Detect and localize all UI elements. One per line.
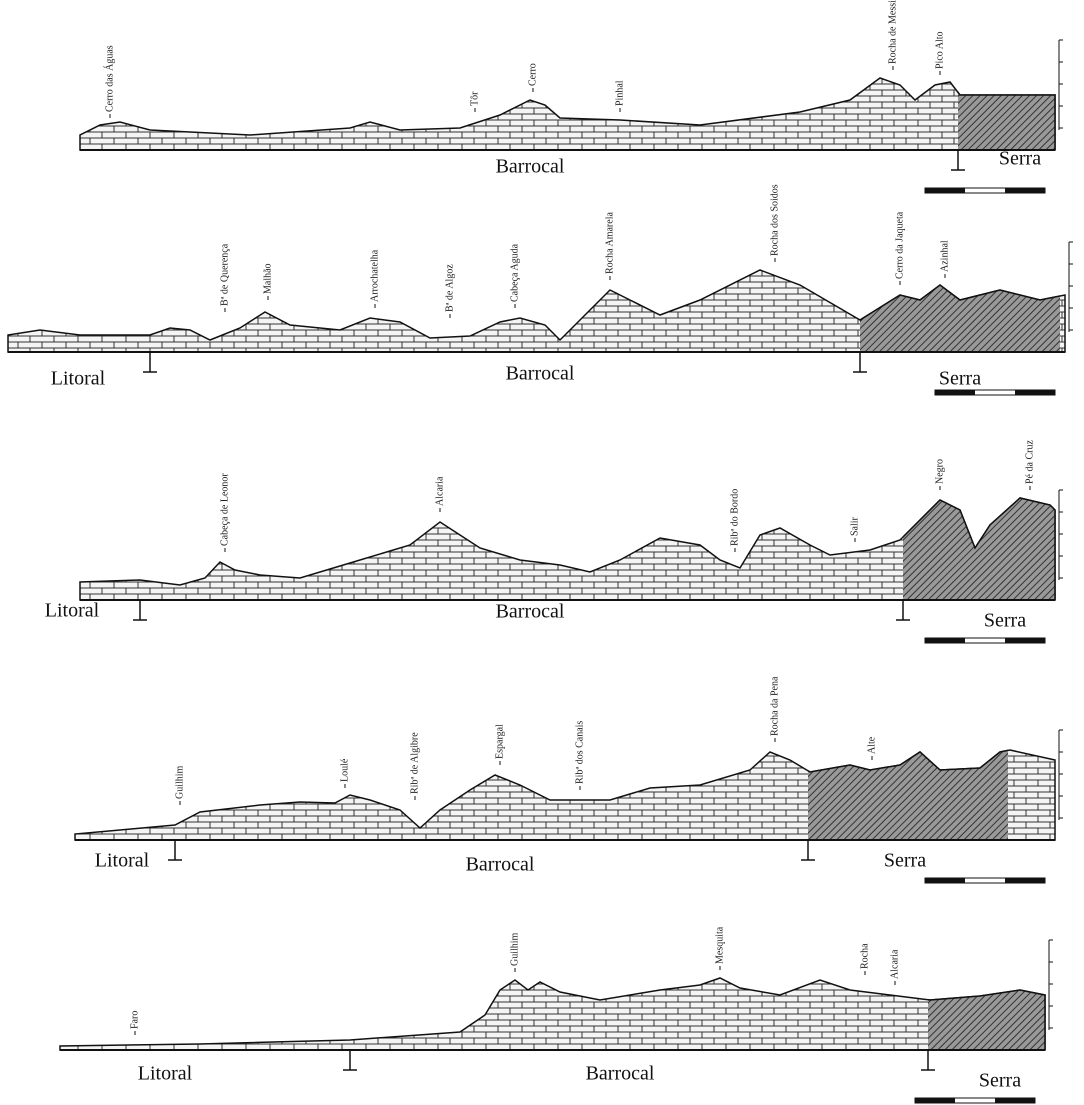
profile: Litoral Barrocal Serra Bª de Querença Malhão…	[8, 184, 1073, 395]
peak-label: Rocha de Messines	[887, 0, 898, 64]
peak-label: Cabeça de Leonor	[219, 473, 230, 546]
peak-label: Rocha da Pena	[769, 676, 780, 736]
scale-bar-fill	[925, 188, 965, 193]
peak-label: Rocha	[859, 943, 870, 969]
scale-bar-fill	[1005, 188, 1045, 193]
region-label: Serra	[884, 850, 926, 872]
peak-label: Negro	[934, 459, 945, 484]
peak-label: Ribª dos Canais	[574, 721, 585, 784]
peak-label: Guilhim	[509, 932, 520, 966]
region-label: Barrocal	[466, 854, 535, 876]
peak-label: Bª de Algoz	[444, 264, 455, 312]
region-label: Barrocal	[506, 363, 575, 385]
scale-bar-fill	[915, 1098, 955, 1103]
peak-label: Espargal	[494, 724, 505, 759]
peak-label: Azinhal	[939, 240, 950, 272]
peak-label: Tôr	[469, 91, 480, 106]
peak-label: Rocha Amarela	[604, 212, 615, 274]
peak-label: Loulé	[339, 758, 350, 782]
scale-bar-fill	[1005, 878, 1045, 883]
region-label: Barrocal	[586, 1063, 655, 1085]
peak-label: Ribª de Algibre	[409, 732, 420, 794]
profile: Litoral Barrocal Serra Guilhim Loulé Ribª de …	[75, 676, 1063, 883]
peak-label: Mesquita	[714, 926, 725, 964]
peak-label: Guilhim	[174, 765, 185, 799]
profile: Barrocal Serra Cerro das Águas Tôr Cerro Pinh…	[80, 0, 1063, 193]
region-label: Serra	[979, 1070, 1021, 1092]
scale-bar-fill	[1005, 638, 1045, 643]
cross-sections: Barrocal Serra Cerro das Águas Tôr Cerro Pinh…	[0, 0, 1084, 1105]
peak-label: Cerro da Jaqueta	[894, 211, 905, 279]
peak-label: Bª de Querença	[219, 243, 230, 306]
peak-label: Pé da Cruz	[1024, 440, 1035, 484]
peak-label: Rocha dos Soidos	[769, 184, 780, 256]
peak-label: Cerro	[527, 63, 538, 86]
region-label: Barrocal	[496, 601, 565, 623]
limestone-terrain	[60, 978, 1045, 1050]
profile: Litoral Barrocal Serra Cabeça de Leonor Alca…	[45, 440, 1063, 643]
region-label: Serra	[984, 610, 1026, 632]
peak-label: Pico Alto	[934, 31, 945, 69]
region-label: Litoral	[138, 1063, 193, 1085]
peak-label: Cabeça Aguda	[509, 243, 520, 302]
peak-label: Malhão	[262, 263, 273, 294]
peak-label: Faro	[129, 1011, 140, 1029]
peak-label: Ribª do Bordo	[729, 489, 740, 546]
scale-bar-fill	[1015, 390, 1055, 395]
peak-label: Alcaria	[889, 949, 900, 979]
peak-label: Pinhal	[614, 80, 625, 106]
scale-bar-fill	[925, 878, 965, 883]
peak-label: Alcaria	[434, 476, 445, 506]
region-label: Serra	[999, 148, 1041, 170]
region-label: Barrocal	[496, 156, 565, 178]
scale-bar-fill	[995, 1098, 1035, 1103]
profile: Litoral Barrocal Serra Faro Guilhim Mesquita R…	[60, 926, 1053, 1103]
scale-bar-fill	[935, 390, 975, 395]
peak-label: Arrochatelha	[369, 249, 380, 302]
region-label: Litoral	[95, 850, 150, 872]
scale-bar-fill	[925, 638, 965, 643]
peak-label: Cerro das Águas	[103, 45, 115, 112]
region-label: Litoral	[51, 368, 106, 390]
peak-label: Salir	[849, 516, 860, 536]
region-label: Serra	[939, 368, 981, 390]
peak-label: Alte	[866, 736, 877, 754]
limestone-terrain	[80, 78, 1055, 150]
region-label: Litoral	[45, 600, 100, 622]
